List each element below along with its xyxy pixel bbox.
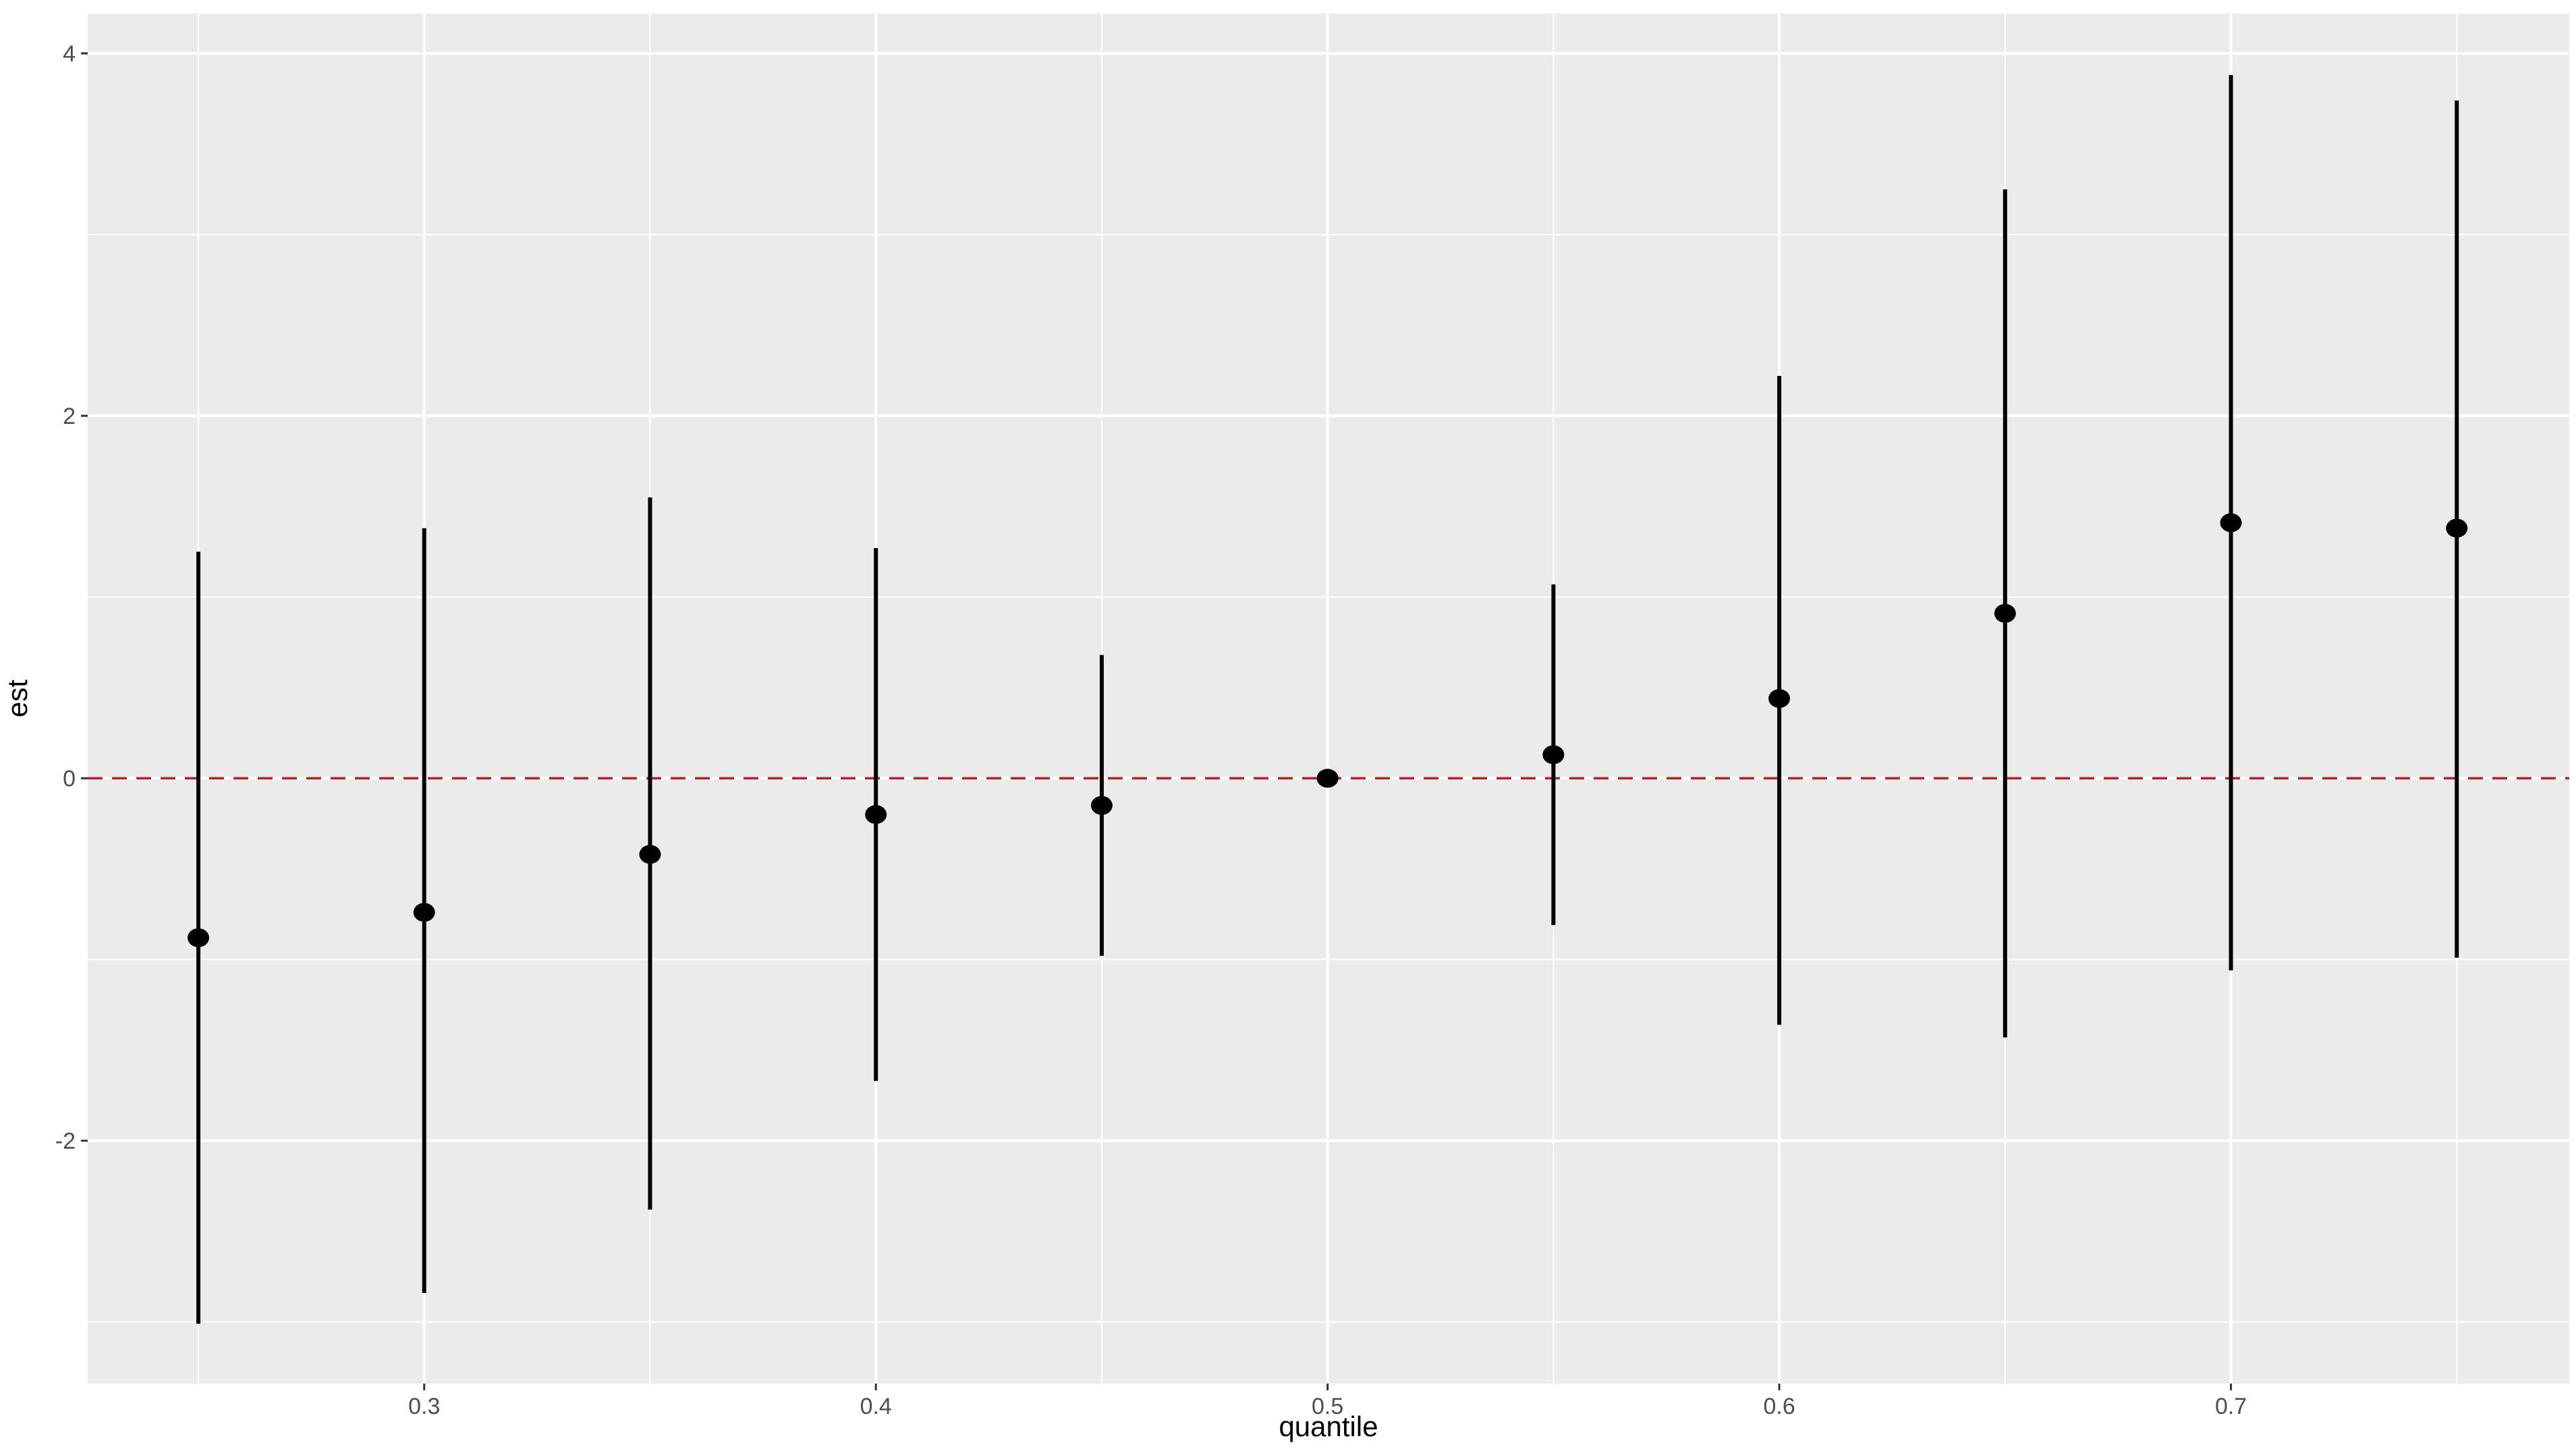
point	[413, 902, 435, 922]
y-tick-label: 4	[63, 41, 76, 67]
x-tick-label: 0.4	[860, 1394, 892, 1419]
point	[1994, 603, 2016, 623]
point	[1090, 796, 1113, 815]
marks	[88, 75, 2569, 1324]
point	[865, 804, 887, 824]
y-tick-label: 2	[63, 404, 76, 429]
point	[2220, 513, 2242, 533]
y-tick-label: -2	[55, 1128, 76, 1154]
point	[1542, 745, 1565, 765]
point	[1316, 769, 1339, 788]
point	[1768, 689, 1791, 708]
point	[639, 844, 661, 864]
x-axis-title: quantile	[1279, 1411, 1378, 1442]
point	[188, 928, 210, 948]
x-tick-label: 0.3	[408, 1394, 440, 1419]
x-tick-label: 0.7	[2215, 1394, 2247, 1419]
y-axis-title: est	[1, 680, 33, 717]
y-tick-label: 0	[63, 766, 76, 792]
x-tick-label: 0.6	[1763, 1394, 1795, 1419]
x-tick-label: 0.5	[1312, 1394, 1343, 1419]
point	[2446, 518, 2468, 538]
